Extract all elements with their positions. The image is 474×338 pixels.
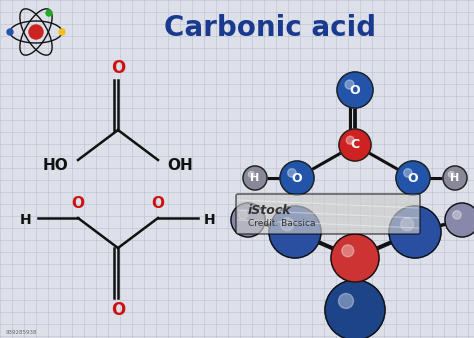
- Text: O: O: [111, 59, 125, 77]
- Circle shape: [29, 25, 43, 39]
- Circle shape: [401, 218, 414, 231]
- Circle shape: [280, 161, 314, 195]
- Circle shape: [443, 166, 467, 190]
- Circle shape: [325, 280, 385, 338]
- Text: C: C: [350, 139, 360, 151]
- Circle shape: [337, 72, 373, 108]
- FancyBboxPatch shape: [236, 194, 420, 234]
- Circle shape: [46, 10, 52, 16]
- Circle shape: [342, 245, 354, 257]
- Text: 939285938: 939285938: [6, 330, 37, 335]
- Text: HO: HO: [43, 158, 69, 172]
- Circle shape: [243, 166, 267, 190]
- Circle shape: [453, 211, 461, 219]
- Circle shape: [346, 136, 354, 144]
- Text: O: O: [408, 171, 419, 185]
- Circle shape: [231, 203, 265, 237]
- Text: H: H: [204, 213, 216, 227]
- Circle shape: [389, 206, 441, 258]
- Circle shape: [7, 29, 13, 35]
- Circle shape: [448, 171, 455, 177]
- Circle shape: [345, 80, 354, 89]
- Circle shape: [288, 169, 296, 177]
- Text: Carbonic acid: Carbonic acid: [164, 14, 376, 42]
- Circle shape: [281, 218, 294, 231]
- Text: H: H: [250, 173, 260, 183]
- Circle shape: [59, 29, 65, 35]
- Text: Credit: Bacsica: Credit: Bacsica: [248, 219, 316, 228]
- Circle shape: [269, 206, 321, 258]
- Text: O: O: [152, 196, 164, 212]
- Circle shape: [396, 161, 430, 195]
- Circle shape: [331, 234, 379, 282]
- Circle shape: [238, 211, 247, 219]
- Circle shape: [445, 203, 474, 237]
- Text: H: H: [450, 173, 460, 183]
- Text: O: O: [111, 301, 125, 319]
- Text: O: O: [292, 171, 302, 185]
- Text: H: H: [20, 213, 32, 227]
- Text: O: O: [72, 196, 84, 212]
- Circle shape: [248, 171, 255, 177]
- Text: iStock: iStock: [248, 203, 292, 217]
- Circle shape: [339, 129, 371, 161]
- Circle shape: [404, 169, 412, 177]
- Text: OH: OH: [167, 158, 193, 172]
- Text: O: O: [350, 83, 360, 97]
- Circle shape: [338, 293, 354, 309]
